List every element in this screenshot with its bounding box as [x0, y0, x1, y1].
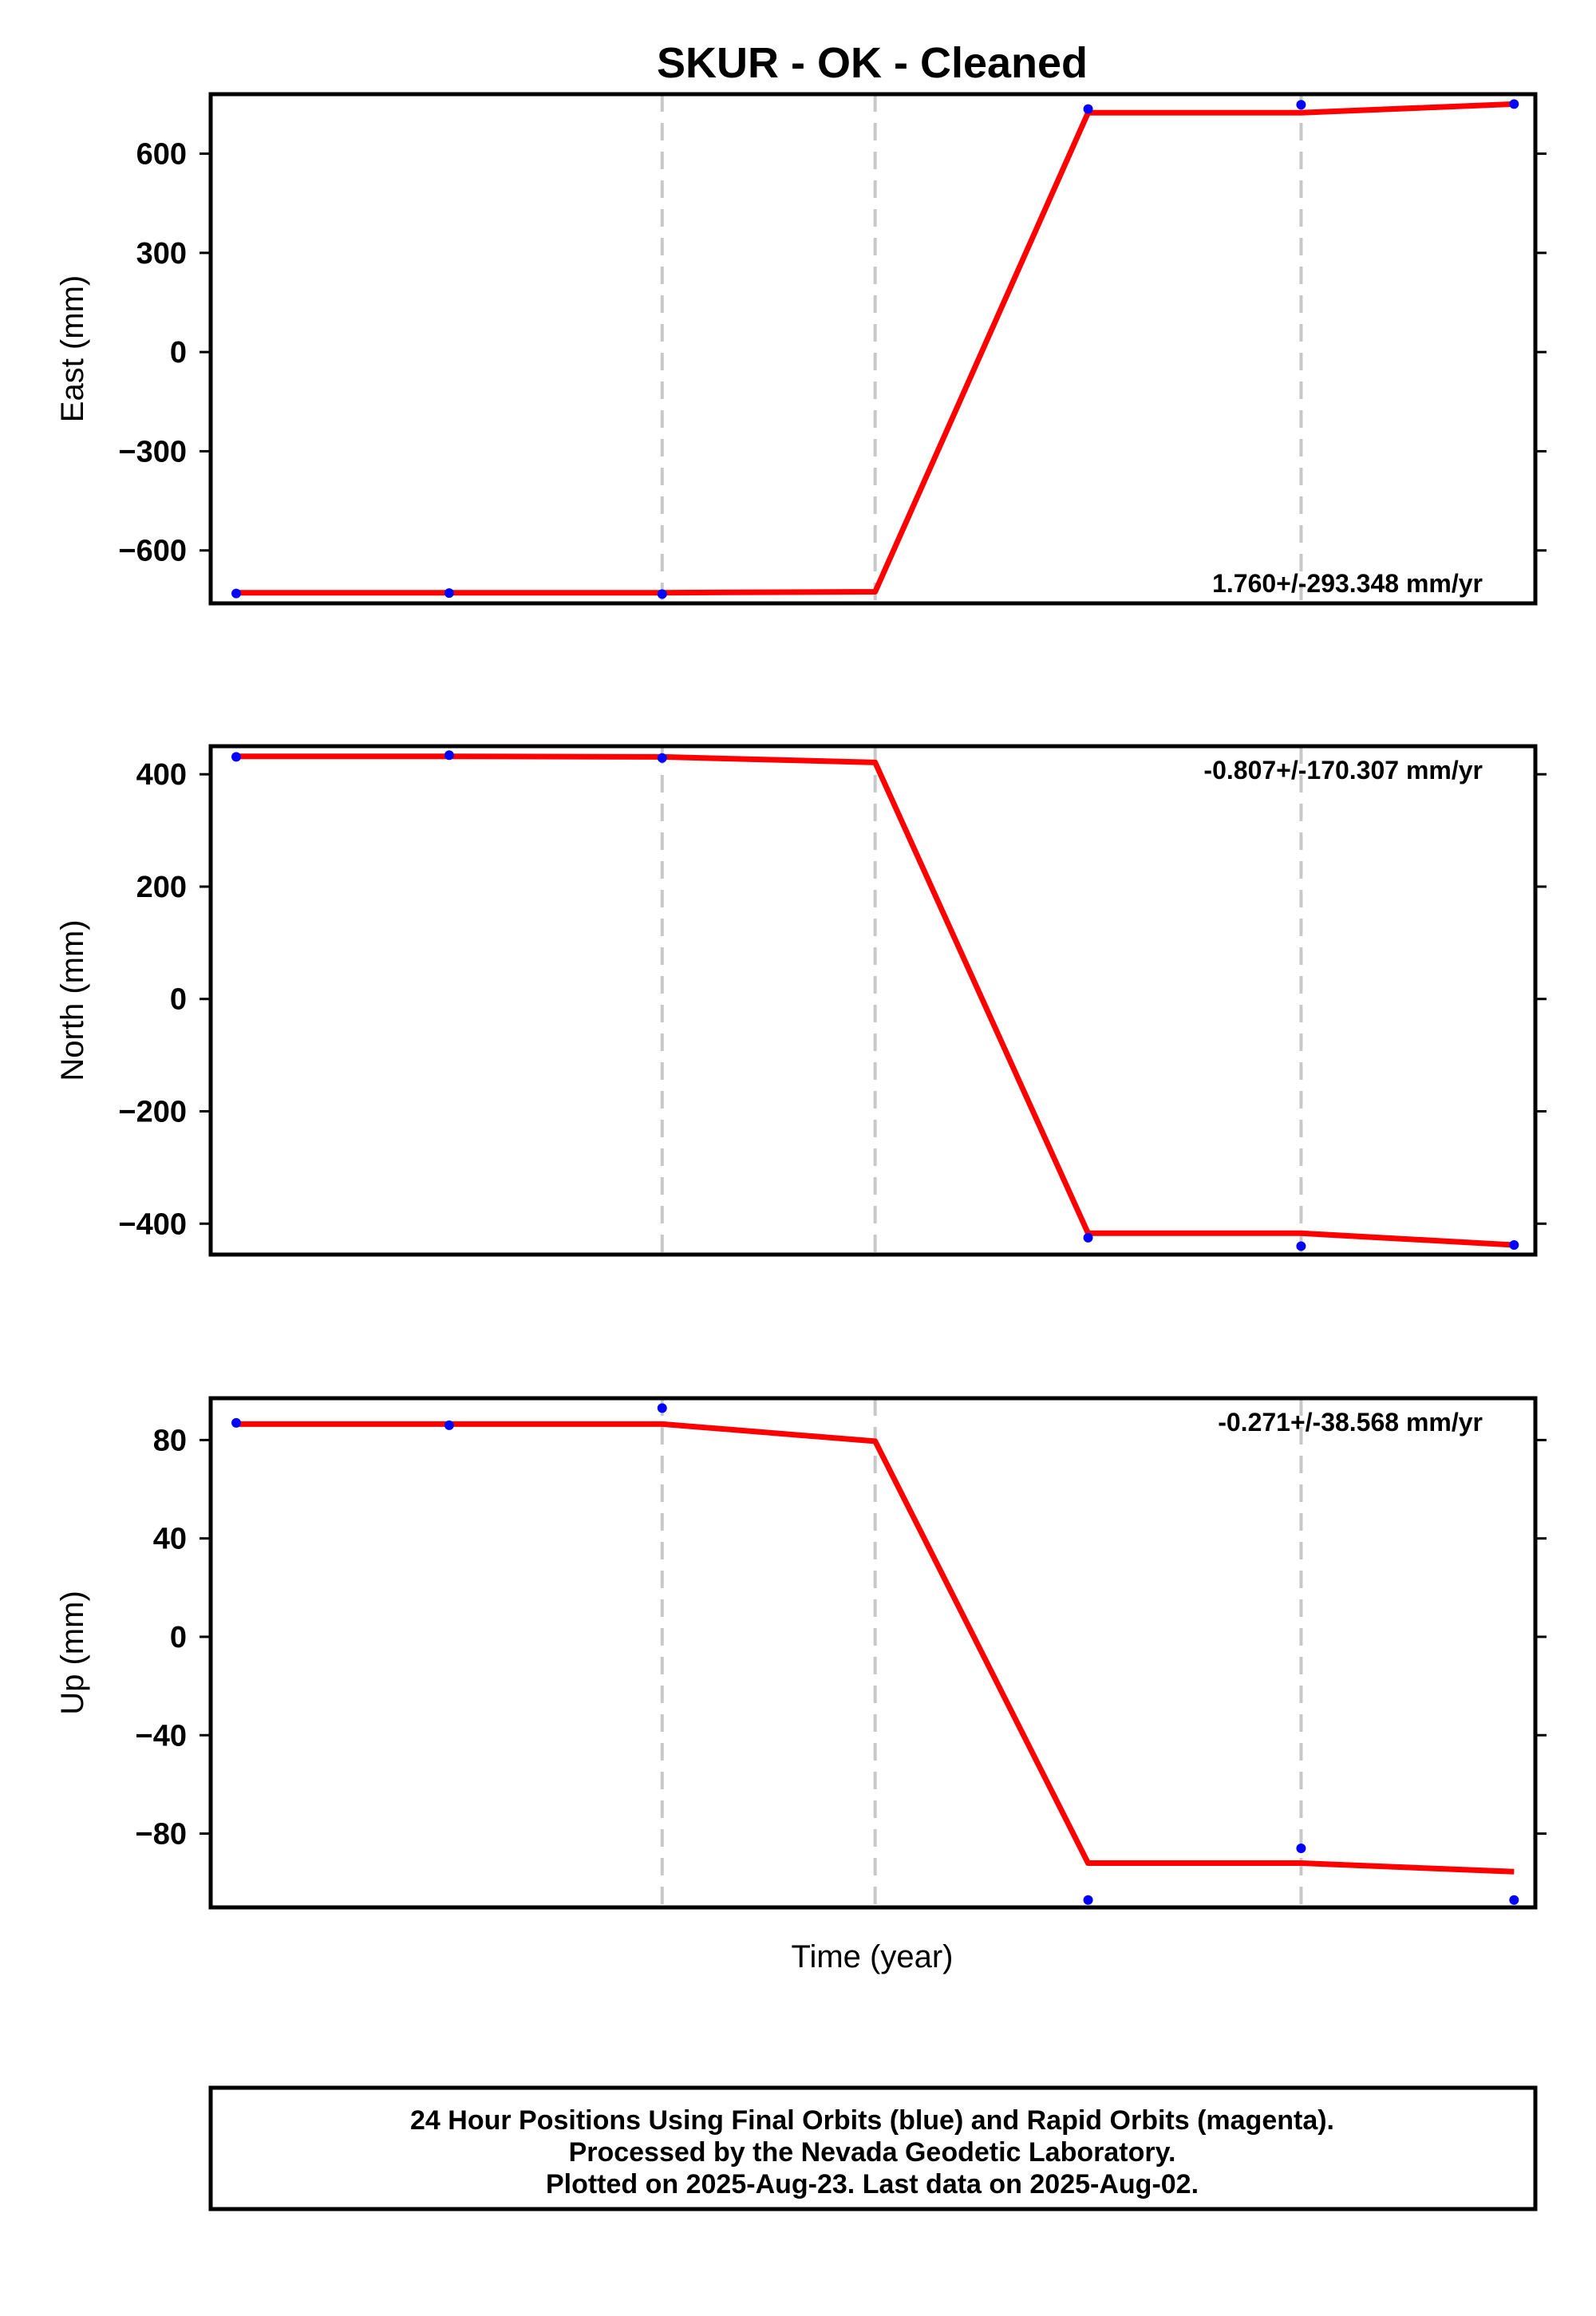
up-data-point-2 — [657, 1403, 667, 1413]
east-data-point-5 — [1509, 99, 1519, 109]
east-frame — [208, 92, 1538, 606]
north-y-axis-label: North (mm) — [55, 919, 90, 1081]
x-axis-label: Time (year) — [792, 1939, 954, 1974]
north-frame — [208, 744, 1538, 1257]
north-data-point-1 — [444, 750, 454, 761]
up-data-point-5 — [1509, 1895, 1519, 1905]
up-ytick-label-4: 80 — [153, 1424, 187, 1457]
north-data-point-2 — [657, 753, 667, 763]
east-data-point-2 — [657, 589, 667, 599]
up-ytick-label-0: −80 — [136, 1818, 187, 1852]
east-y-axis-label: East (mm) — [55, 275, 90, 422]
footer-line-1: 24 Hour Positions Using Final Orbits (bl… — [410, 2105, 1334, 2136]
up-data-point-3 — [1083, 1895, 1093, 1905]
east-data-point-1 — [444, 588, 454, 599]
east-rate-label: 1.760+/-293.348 mm/yr — [1212, 569, 1483, 598]
footer-frame — [208, 2085, 1538, 2211]
up-rate-label: -0.271+/-38.568 mm/yr — [1218, 1408, 1483, 1437]
up-data-point-0 — [231, 1417, 242, 1428]
east-data-point-3 — [1083, 104, 1093, 114]
east-ytick-label-0: −600 — [118, 535, 187, 568]
up-ytick-label-3: 40 — [153, 1523, 187, 1556]
north-ytick-label-1: −200 — [118, 1096, 187, 1129]
up-y-axis-label: Up (mm) — [55, 1591, 90, 1715]
footer-box: 24 Hour Positions Using Final Orbits (bl… — [208, 2085, 1538, 2211]
up-data-point-1 — [444, 1420, 454, 1430]
north-data-point-5 — [1509, 1240, 1519, 1251]
chart-title: SKUR - OK - Cleaned — [657, 39, 1088, 87]
panel-up: −80 −40 0 40 80 Up (mm) -0.271+/-38.568 mm/yr — [55, 1396, 1547, 1910]
east-model-line — [236, 101, 1515, 596]
up-data-point-4 — [1296, 1844, 1306, 1854]
up-ytick-label-2: 0 — [170, 1621, 187, 1654]
north-ytick-label-2: 0 — [170, 983, 187, 1017]
north-ytick-label-4: 400 — [136, 758, 187, 792]
east-ytick-label-4: 600 — [136, 138, 187, 172]
east-ytick-label-1: −300 — [118, 435, 187, 468]
panel-north: −400 −200 0 200 400 North (mm) -0.807+/-170.30… — [55, 744, 1547, 1257]
north-model-line — [236, 753, 1515, 1248]
north-data-point-4 — [1296, 1241, 1306, 1251]
north-data-point-0 — [231, 752, 242, 762]
footer-line-3: Plotted on 2025-Aug-23. Last data on 202… — [546, 2169, 1199, 2199]
up-frame — [208, 1396, 1538, 1910]
panels-group: −600 −300 0 300 600 East (mm) 1.760+/-293.348 … — [55, 92, 1547, 1910]
north-rate-label: -0.807+/-170.307 mm/yr — [1203, 756, 1483, 785]
north-data-point-3 — [1083, 1232, 1093, 1243]
east-ytick-label-2: 0 — [170, 336, 187, 370]
east-data-point-4 — [1296, 100, 1306, 110]
east-ytick-label-3: 300 — [136, 237, 187, 271]
up-ytick-label-1: −40 — [136, 1719, 187, 1753]
north-ytick-label-3: 200 — [136, 871, 187, 904]
panel-east: −600 −300 0 300 600 East (mm) 1.760+/-293.348 … — [55, 92, 1547, 606]
footer-line-2: Processed by the Nevada Geodetic Laborat… — [569, 2137, 1176, 2168]
north-ytick-label-0: −400 — [118, 1207, 187, 1241]
east-data-point-0 — [231, 588, 242, 599]
